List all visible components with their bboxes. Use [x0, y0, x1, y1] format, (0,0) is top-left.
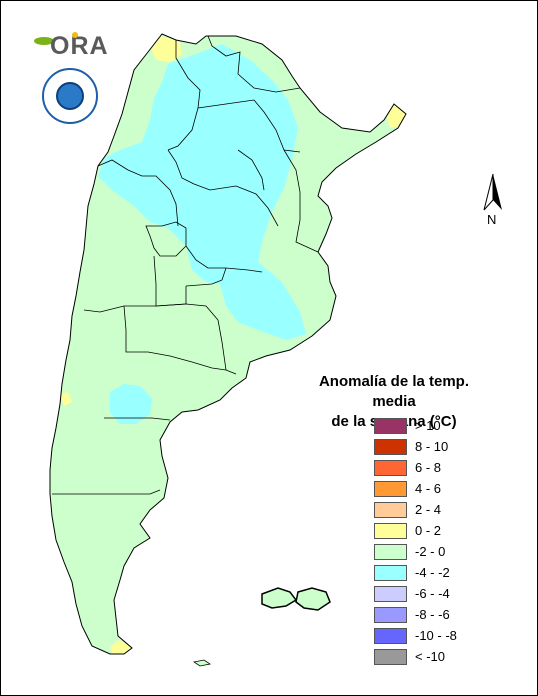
province-border [52, 489, 161, 495]
province-border [185, 267, 227, 287]
legend-swatch [374, 607, 407, 623]
smn-logo [42, 68, 98, 124]
legend-label: -2 - 0 [415, 544, 446, 559]
small-island [192, 659, 212, 667]
country-outline [49, 33, 407, 655]
legend-label: -4 - -2 [415, 565, 450, 580]
province-border [237, 149, 265, 191]
province-border [207, 35, 301, 93]
province-border [124, 303, 219, 321]
legend-label: -6 - -4 [415, 586, 450, 601]
province-border [83, 305, 125, 313]
legend-swatch [374, 481, 407, 497]
legend-swatch [374, 502, 407, 518]
malvinas-islands [261, 587, 331, 611]
legend-label: < -10 [415, 649, 445, 664]
legend-label: 6 - 8 [415, 460, 442, 475]
north-label: N [487, 212, 497, 227]
province-border [167, 149, 279, 227]
legend-swatch [374, 523, 407, 539]
legend-swatch [374, 418, 407, 434]
legend-title-line-1: Anomalía de la temp. media [318, 373, 470, 410]
province-border [104, 417, 171, 421]
warm-anomaly-west [60, 392, 72, 406]
ora-swoosh-icon [34, 37, 54, 45]
province-border [97, 159, 179, 227]
warm-anomaly-north [150, 36, 182, 62]
legend-swatch [374, 649, 407, 665]
legend-label: > 10 [415, 418, 441, 433]
legend-label: -8 - -6 [415, 607, 450, 622]
legend-swatch [374, 628, 407, 644]
legend-label: -10 - -8 [415, 628, 457, 643]
province-border [167, 40, 201, 151]
legend-swatch [374, 439, 407, 455]
anomaly-areas [52, 35, 406, 654]
smn-globe-icon [56, 82, 84, 110]
north-arrow-icon [483, 173, 502, 211]
province-border [117, 603, 125, 637]
province-border [145, 221, 187, 257]
province-border [185, 245, 263, 273]
cold-anomaly-region-south [110, 384, 152, 424]
legend-label: 2 - 4 [415, 502, 442, 517]
legend-swatch [374, 565, 407, 581]
legend-swatch [374, 544, 407, 560]
province-border [283, 149, 319, 253]
legend-label: 4 - 6 [415, 481, 442, 496]
cold-anomaly-region-north [98, 44, 306, 340]
ora-logo-text: ORA [50, 32, 109, 60]
province-border [123, 305, 237, 375]
legend-swatch [374, 586, 407, 602]
legend-label: 0 - 2 [415, 523, 442, 538]
legend-swatch [374, 460, 407, 476]
legend-label: 8 - 10 [415, 439, 449, 454]
province-border [217, 319, 227, 371]
ora-sun-icon [72, 32, 78, 38]
